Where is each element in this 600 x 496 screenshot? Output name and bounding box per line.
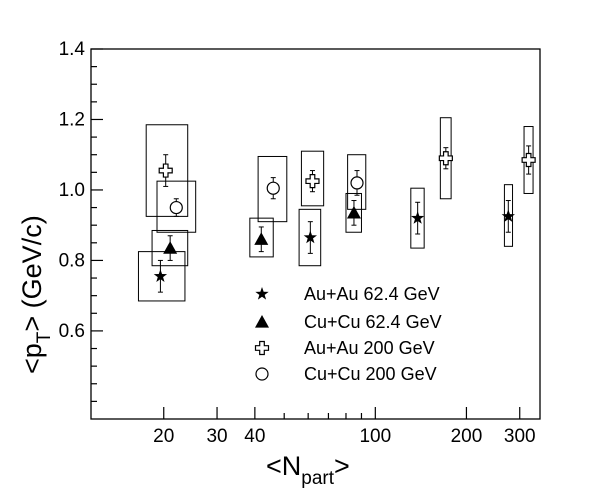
systematic-box: [298, 208, 322, 267]
plot-frame: [90, 48, 541, 420]
x-tick-label: 100: [359, 426, 391, 447]
y-axis-title-group: <pT> (GeV/c): [17, 215, 55, 374]
systematic-box: [249, 217, 274, 258]
systematic-box: [151, 229, 189, 267]
y-tick-label: 1.4: [59, 39, 86, 60]
statistical-error-bars: [157, 145, 532, 293]
open-cross-marker: [305, 174, 320, 189]
data-markers: [153, 151, 536, 282]
y-tick-label: 1.0: [59, 180, 85, 201]
open-cross-marker: [438, 151, 453, 166]
systematic-box: [156, 180, 197, 233]
systematic-box: [345, 192, 362, 233]
x-axis-title-main: <N: [266, 451, 301, 481]
open-cross-marker: [254, 340, 270, 356]
y-axis: 0.6 0.8 1.0 1.2 1.4: [59, 39, 103, 402]
x-tick-label: 200: [451, 426, 483, 447]
open-circle-marker: [169, 200, 183, 215]
legend-entry-label: Au+Au 200 GeV: [304, 338, 435, 358]
plot-area-border: [90, 48, 541, 420]
x-axis-title: <Npart>: [266, 451, 350, 489]
x-axis-title-close: >: [334, 451, 350, 481]
systematic-error-boxes: [137, 117, 534, 302]
x-tick-label: 300: [504, 426, 536, 447]
y-axis-title-sub: T: [34, 331, 55, 343]
systematic-box: [145, 124, 189, 217]
x-axis: 20 30 40 100 200 300: [153, 407, 536, 447]
legend-entry-label: Cu+Cu 200 GeV: [304, 364, 437, 384]
open-circle-marker: [266, 181, 280, 195]
y-axis-title-main: <p: [17, 343, 47, 374]
y-axis-title-close: > (GeV/c): [17, 215, 47, 331]
x-tick-label: 40: [244, 426, 265, 447]
systematic-box: [410, 187, 425, 249]
systematic-box: [257, 155, 288, 223]
open-cross-marker: [521, 152, 536, 168]
star-marker: [501, 209, 515, 223]
triangle-marker: [255, 315, 269, 328]
y-tick-label: 1.2: [59, 109, 85, 130]
star-marker: [303, 230, 317, 244]
legend: Au+Au 62.4 GeV Cu+Cu 62.4 GeV Au+Au 200 Ge…: [254, 284, 442, 384]
y-tick-label: 0.6: [59, 321, 85, 342]
y-axis-title: <pT> (GeV/c): [17, 215, 55, 374]
y-tick-label: 0.8: [59, 250, 85, 271]
legend-entry-label: Cu+Cu 62.4 GeV: [304, 312, 442, 332]
systematic-box: [347, 154, 367, 210]
x-axis-title-sub: part: [301, 468, 334, 489]
systematic-box: [137, 251, 186, 302]
open-circle-marker: [350, 176, 364, 190]
open-circle-marker: [255, 367, 269, 381]
open-cross-marker: [158, 163, 173, 178]
legend-entry-label: Au+Au 62.4 GeV: [304, 284, 440, 304]
star-marker: [411, 211, 425, 224]
triangle-marker: [163, 241, 178, 254]
systematic-box: [300, 150, 325, 207]
triangle-marker: [346, 205, 361, 219]
triangle-marker: [254, 232, 269, 245]
x-tick-label: 30: [206, 426, 227, 447]
star-marker: [153, 269, 168, 282]
x-tick-label: 20: [153, 426, 174, 447]
star-marker: [255, 287, 269, 300]
